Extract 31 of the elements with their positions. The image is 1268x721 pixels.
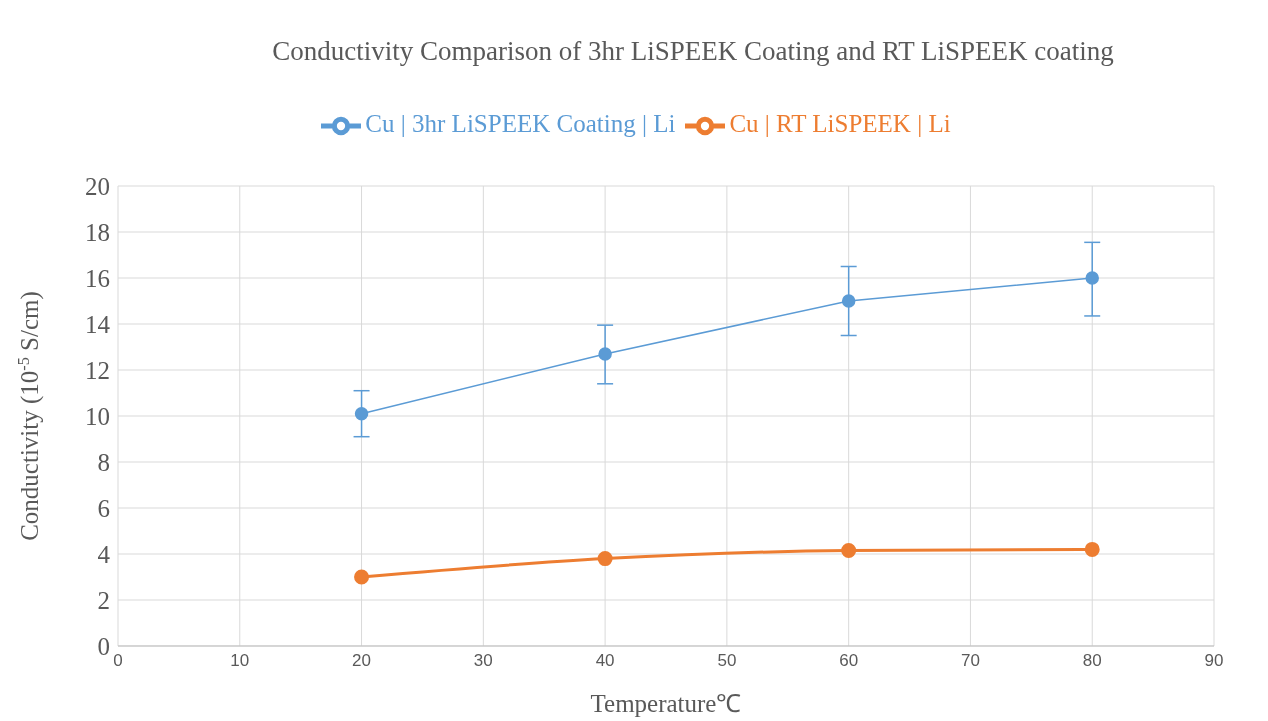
legend-label: Cu | 3hr LiSPEEK Coating | Li — [365, 109, 676, 137]
point — [598, 347, 612, 361]
point — [1084, 541, 1100, 557]
y-tick-label: 14 — [85, 310, 111, 338]
y-tick-label: 10 — [85, 402, 110, 430]
x-tick-label: 70 — [960, 651, 980, 671]
point — [841, 294, 856, 308]
x-tick-label: 60 — [839, 651, 859, 671]
x-tick-label: 10 — [230, 651, 250, 671]
y-tick-label: 20 — [85, 172, 110, 200]
legend-label: Cu | RT LiSPEEK | Li — [729, 109, 951, 137]
y-tick-label: 6 — [97, 494, 110, 522]
x-tick-label: 80 — [1082, 651, 1102, 671]
y-tick-label: 8 — [97, 448, 110, 476]
point — [354, 569, 370, 585]
point — [354, 406, 369, 421]
y-tick-label: 4 — [97, 540, 111, 568]
point — [841, 543, 857, 559]
x-axis-title: Temperature℃ — [590, 689, 742, 717]
x-tick-label: 50 — [717, 651, 737, 671]
y-tick-label: 16 — [85, 264, 110, 292]
x-tick-label: 40 — [595, 651, 615, 671]
x-tick-label: 20 — [352, 651, 372, 671]
y-tick-label: 2 — [97, 586, 110, 614]
x-tick-label: 90 — [1204, 651, 1224, 671]
point — [597, 551, 613, 567]
x-tick-label: 30 — [473, 651, 493, 671]
chart-title: Conductivity Comparison of 3hr LiSPEEK Coating and RT LiSPEEK coating — [271, 35, 1115, 68]
y-tick-label: 18 — [85, 218, 110, 246]
y-tick-label: 12 — [85, 356, 110, 384]
point — [1085, 271, 1099, 285]
